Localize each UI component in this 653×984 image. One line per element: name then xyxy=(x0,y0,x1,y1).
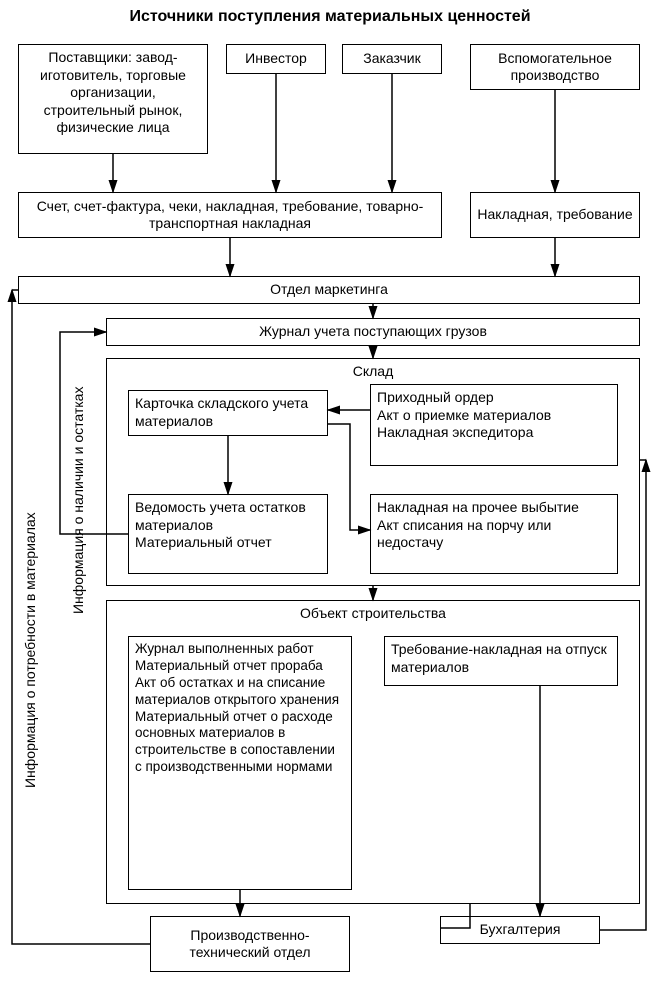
warehouse-label: Склад xyxy=(107,363,639,379)
node-ptd: Производственно-технический отдел xyxy=(150,916,350,972)
node-accounting: Бухгалтерия xyxy=(440,916,600,944)
node-marketing: Отдел маркетинга xyxy=(18,276,640,304)
node-waybill-req: Накладная, требование xyxy=(470,192,640,238)
node-investor: Инвестор xyxy=(226,44,326,74)
node-req-waybill: Требование-накладная на отпуск материало… xyxy=(384,636,618,686)
node-receipt-order: Приходный ордер Акт о приемке материалов… xyxy=(370,384,618,466)
node-aux-production: Вспомогательное производство xyxy=(470,44,640,90)
vlabel-outer: Информация о потребности в материалах xyxy=(22,480,38,820)
node-cargo-journal: Журнал учета поступающих грузов xyxy=(106,318,640,346)
vlabel-inner: Информация о наличии и остатках xyxy=(70,370,86,630)
node-balance-sheet: Ведомость учета остатков материалов Мате… xyxy=(128,494,328,574)
node-works-journal: Журнал выполненных работ Материальный от… xyxy=(128,636,352,890)
construction-label: Объект строительства xyxy=(107,605,639,621)
node-customer: Заказчик xyxy=(342,44,442,74)
node-invoice-docs: Счет, счет-фактура, чеки, накладная, тре… xyxy=(18,192,442,238)
node-card: Карточка складского учета материалов xyxy=(128,390,328,436)
node-suppliers: Поставщики: завод-иготовитель, торговые … xyxy=(18,44,208,154)
node-other-disposal: Накладная на прочее выбытие Акт списания… xyxy=(370,494,618,574)
flowchart-canvas: Источники поступления материальных ценно… xyxy=(0,0,653,984)
diagram-title: Источники поступления материальных ценно… xyxy=(95,8,565,26)
